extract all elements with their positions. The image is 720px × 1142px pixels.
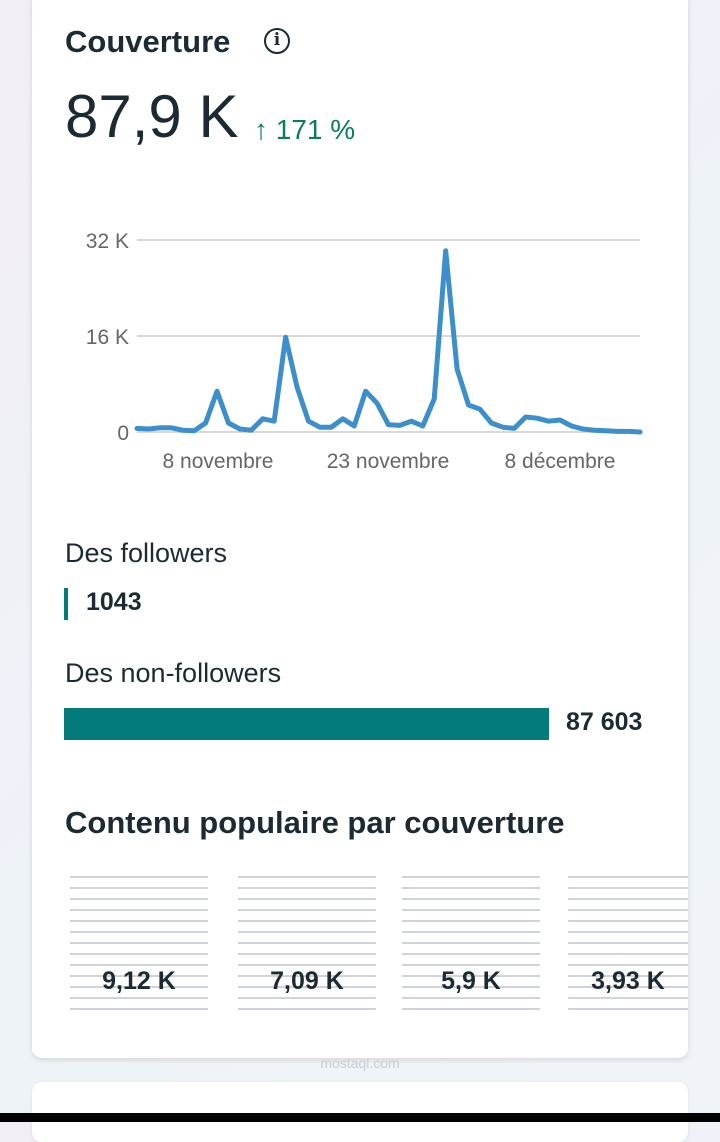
reach-chart: 0 16 K 32 K 8 novembre 23 novembre 8 décembre — [86, 230, 643, 470]
post-reach: 9,12 K — [102, 967, 176, 995]
post-reach: 3,93 K — [591, 967, 665, 995]
reach-card: Couverture i 87,9 K ↑ 171 % 0 16 K 32 K 8 n… — [32, 0, 688, 1058]
followers-label: Des followers — [65, 538, 228, 568]
y-tick-label: 32 K — [86, 230, 129, 253]
next-card — [32, 1082, 688, 1142]
watermark: mostaql.com — [320, 1055, 400, 1071]
card-title: Couverture — [65, 24, 231, 59]
x-tick-label: 8 décembre — [505, 450, 616, 470]
popular-post-1[interactable]: 9,12 K — [70, 867, 208, 1017]
non-followers-value: 87 603 — [566, 708, 643, 736]
popular-post-4[interactable]: 3,93 K — [568, 867, 688, 1017]
x-tick-label: 23 novembre — [327, 450, 450, 470]
system-bar — [0, 1113, 720, 1122]
reach-change: ↑ 171 % — [254, 114, 356, 145]
popular-title: Contenu populaire par couverture — [65, 805, 565, 840]
reach-line — [134, 248, 643, 435]
followers-bar — [64, 588, 68, 620]
y-tick-label: 0 — [117, 422, 129, 445]
followers-value: 1043 — [86, 588, 142, 616]
reach-total: 87,9 K — [65, 83, 239, 150]
post-reach: 5,9 K — [441, 967, 501, 995]
non-followers-label: Des non-followers — [65, 658, 282, 688]
y-tick-label: 16 K — [86, 326, 129, 349]
popular-post-2[interactable]: 7,09 K — [238, 867, 376, 1017]
popular-post-3[interactable]: 5,9 K — [402, 867, 540, 1017]
post-reach: 7,09 K — [270, 967, 344, 995]
non-followers-bar — [64, 708, 549, 740]
info-icon[interactable]: i — [264, 28, 290, 54]
x-tick-label: 8 novembre — [163, 450, 274, 470]
